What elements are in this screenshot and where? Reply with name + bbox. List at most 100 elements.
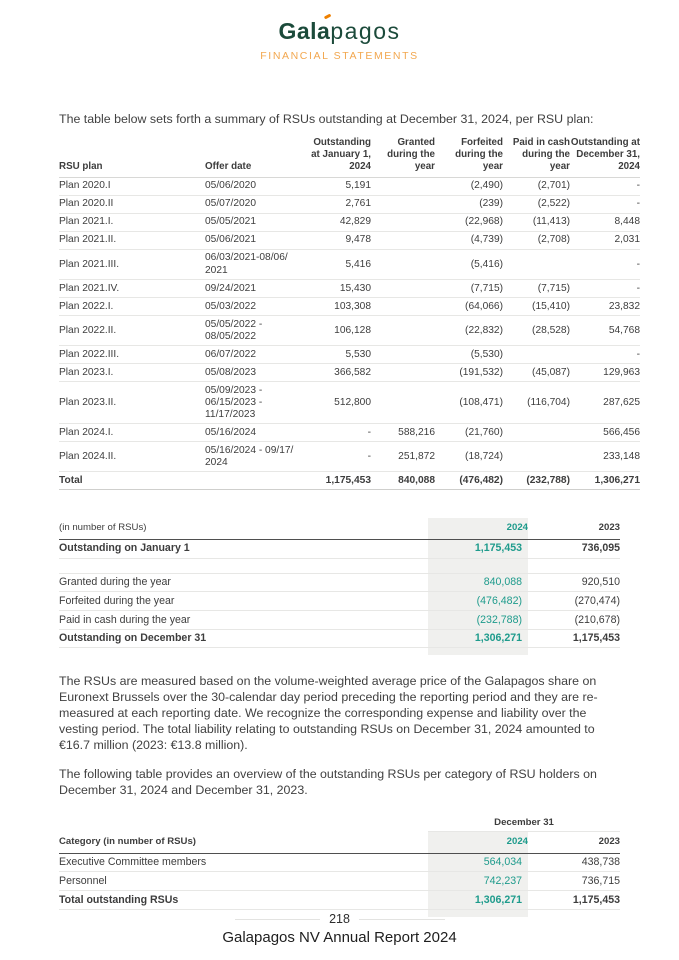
forfeited: (22,968)	[435, 213, 503, 232]
plan-name: Plan 2022.I.	[59, 297, 205, 317]
outstanding-jan1: 366,582	[304, 363, 371, 383]
outstanding-jan1: -	[304, 423, 371, 443]
value-2024: 1,306,271	[428, 890, 528, 910]
row-label: Granted during the year	[59, 573, 428, 593]
value-2023: 438,738	[528, 853, 621, 873]
forfeited: (5,530)	[435, 345, 503, 365]
value-2023: 736,095	[528, 539, 620, 559]
row-label: Forfeited during the year	[59, 591, 428, 612]
total-row: Total outstanding RSUs 1,306,271 1,175,453	[59, 890, 621, 910]
col-header-granted: Granted during the year	[371, 137, 435, 178]
offer-date: 05/03/2022	[205, 297, 304, 317]
paid-in-cash: (2,708)	[503, 231, 570, 250]
category-table-body: December 31 Category (in number of RSUs)…	[59, 815, 621, 910]
outstanding-dec31: -	[570, 345, 640, 365]
highlight-column-extension	[428, 909, 528, 917]
row-label: Executive Committee members	[59, 853, 428, 873]
footer-rule-left	[234, 918, 321, 920]
table-row: Executive Committee members 564,034 438,73…	[59, 853, 621, 873]
granted: 588,216	[371, 423, 435, 443]
offer-date: 05/06/2020	[205, 177, 304, 196]
rollforward-table-body: (in number of RSUs) 2024 2023 Outstandin…	[59, 518, 620, 649]
table-row: Plan 2024.II. 05/16/2024 - 09/17/ 2024-25…	[59, 441, 640, 473]
table-row: Plan 2022.III. 06/07/2022 5,530 (5,530) -	[59, 345, 640, 365]
table-header-row: (in number of RSUs) 2024 2023	[59, 518, 620, 540]
footer-rule-right	[358, 918, 445, 920]
value-2023: (270,474)	[528, 591, 620, 612]
category-table: December 31 Category (in number of RSUs)…	[59, 815, 621, 910]
group-header-december-31: December 31	[428, 815, 621, 833]
rsu-plan-table-body: Plan 2020.I 05/06/2020 5,191 (2,490) (2,701)…	[59, 177, 640, 491]
table-row: Forfeited during the year (476,482) (270,4…	[59, 591, 620, 612]
granted: 251,872	[371, 441, 435, 473]
offer-date: 09/24/2021	[205, 279, 304, 299]
value-2023: (210,678)	[528, 610, 620, 630]
outstanding-dec31: 233,148	[570, 441, 640, 473]
offer-date: 05/05/2022 - 08/05/2022	[205, 315, 304, 347]
paid-in-cash: (15,410)	[503, 297, 570, 317]
offer-date: 05/05/2021	[205, 213, 304, 232]
table-row: Plan 2023.II. 05/09/2023 - 06/15/2023 - 1…	[59, 381, 640, 425]
value-2024: 742,237	[428, 871, 528, 891]
offer-date: 05/16/2024	[205, 423, 304, 443]
plan-name: Plan 2023.II.	[59, 381, 205, 425]
outstanding-jan1: 5,530	[304, 345, 371, 365]
page-footer: 218 Galapagos NV Annual Report 2024	[0, 912, 679, 946]
paragraph-measurement: The RSUs are measured based on the volum…	[59, 674, 598, 752]
year-2024-header: 2024	[428, 831, 528, 854]
outstanding-jan1: 15,430	[304, 279, 371, 299]
value-2024: (232,788)	[428, 610, 528, 630]
section-subtitle: FINANCIAL STATEMENTS	[260, 50, 419, 63]
table-row: Plan 2024.I. 05/16/2024-588,216 (21,760) 56…	[59, 423, 640, 443]
table-row: Plan 2021.IV. 09/24/2021 15,430 (7,715) (7,7…	[59, 279, 640, 299]
table-row: Personnel 742,237 736,715	[59, 871, 621, 891]
value-2024: 1,306,271	[428, 628, 528, 649]
outstanding-dec31: -	[570, 249, 640, 281]
page-content: The table below sets forth a summary of …	[59, 112, 640, 917]
granted	[371, 231, 435, 250]
rollforward-unit-label: (in number of RSUs)	[59, 518, 428, 540]
value-2024: 840,088	[428, 573, 528, 593]
outstanding-jan1: 5,416	[304, 249, 371, 281]
year-2023-header: 2023	[528, 518, 620, 540]
table-row: Plan 2020.II 05/07/2020 2,761 (239) (2,522) -	[59, 195, 640, 214]
outstanding-jan1: 42,829	[304, 213, 371, 232]
value-2023: 1,175,453	[528, 628, 620, 649]
spacer-cell	[59, 558, 428, 574]
table-row: Plan 2022.I. 05/03/2022 103,308 (64,066) (15…	[59, 297, 640, 317]
forfeited: (239)	[435, 195, 503, 214]
granted	[371, 249, 435, 281]
offer-date: 05/07/2020	[205, 195, 304, 214]
offer-date: 06/03/2021-08/06/ 2021	[205, 249, 304, 281]
report-title: Galapagos NV Annual Report 2024	[222, 929, 457, 946]
intro-paragraph: The table below sets forth a summary of …	[59, 112, 594, 127]
forfeited: (21,760)	[435, 423, 503, 443]
col-header-outstanding-dec31: Outstanding at December 31, 2024	[570, 137, 640, 178]
value-2023: 1,175,453	[528, 890, 621, 910]
galapagos-logo: Gala pagos	[278, 13, 400, 44]
row-label: Total outstanding RSUs	[59, 890, 428, 910]
value-2024: (476,482)	[428, 591, 528, 612]
value-2023: 920,510	[528, 573, 620, 593]
forfeited: (476,482)	[435, 471, 503, 491]
row-label: Outstanding on January 1	[59, 539, 428, 559]
offer-date: 05/06/2021	[205, 231, 304, 250]
paid-in-cash: (2,701)	[503, 177, 570, 196]
plan-name: Total	[59, 471, 205, 491]
outstanding-dec31: 287,625	[570, 381, 640, 425]
outstanding-jan1: 2,761	[304, 195, 371, 214]
table-row: Outstanding on January 1 1,175,453 736,095	[59, 539, 620, 559]
plan-name: Plan 2021.I.	[59, 213, 205, 232]
plan-name: Plan 2023.I.	[59, 363, 205, 383]
outstanding-dec31: 54,768	[570, 315, 640, 347]
rsu-plan-summary-table: RSU plan Offer date Outstanding at Janua…	[59, 137, 640, 491]
outstanding-dec31: 2,031	[570, 231, 640, 250]
paid-in-cash: (28,528)	[503, 315, 570, 347]
paid-in-cash: (116,704)	[503, 381, 570, 425]
plan-name: Plan 2020.I	[59, 177, 205, 196]
body-text: The RSUs are measured based on the volum…	[59, 674, 620, 798]
plan-name: Plan 2021.II.	[59, 231, 205, 250]
table-row: Granted during the year 840,088 920,510	[59, 573, 620, 593]
spacer-row	[59, 558, 620, 574]
forfeited: (2,490)	[435, 177, 503, 196]
